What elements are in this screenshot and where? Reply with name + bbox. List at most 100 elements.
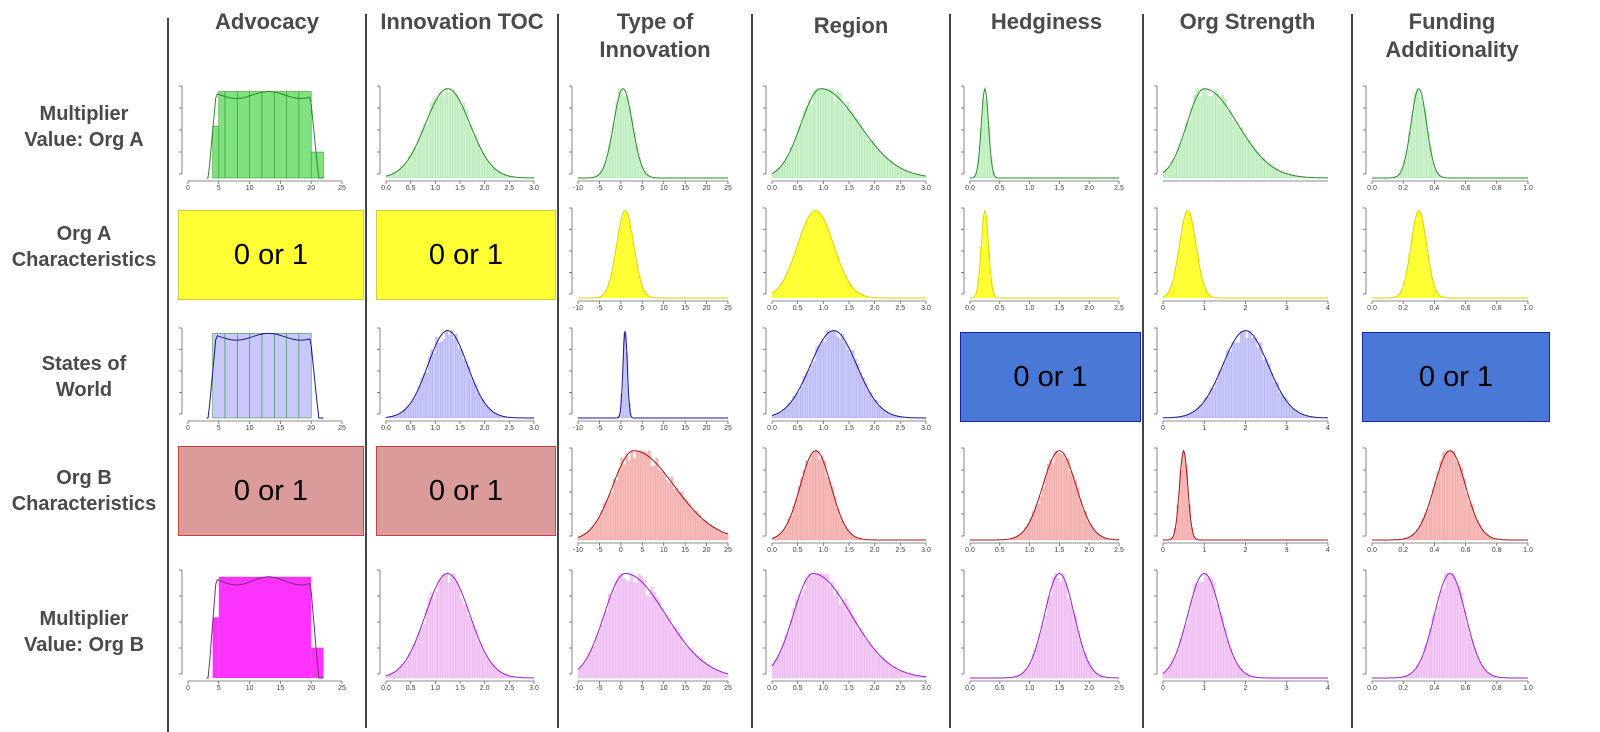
x-tick-label: 1.0 — [818, 547, 828, 554]
histogram-bar — [702, 661, 706, 679]
x-tick-label: 5 — [217, 185, 221, 192]
x-tick-label: 25 — [724, 305, 732, 312]
x-tick-label: 2.5 — [895, 305, 905, 312]
histogram-bar — [856, 292, 860, 298]
histogram-bar — [1176, 149, 1180, 179]
histogram-bar — [797, 392, 801, 419]
histogram-bar — [457, 348, 461, 419]
histogram-bar — [838, 338, 842, 419]
histogram-bar — [1069, 471, 1073, 541]
histogram-bar — [805, 580, 809, 679]
x-tick-label: 0 — [619, 185, 623, 192]
x-tick-label: 0.4 — [1430, 305, 1440, 312]
histogram-bar — [892, 164, 896, 179]
histogram-bar — [1413, 220, 1417, 298]
histogram-bar — [430, 102, 434, 179]
histogram-bar — [982, 215, 986, 298]
x-tick-label: 1.5 — [455, 185, 465, 192]
x-tick-label: 0.0 — [767, 685, 777, 692]
histogram-bar — [437, 343, 441, 419]
histogram-bar — [1209, 578, 1213, 679]
histogram-bar — [1426, 508, 1430, 541]
histogram-bar — [812, 573, 816, 679]
histogram-bar — [807, 370, 811, 419]
column-divider — [365, 14, 367, 728]
histogram-bar — [610, 135, 614, 179]
histogram-bar — [1242, 330, 1246, 419]
histogram-bar — [1209, 96, 1213, 179]
histogram-bar — [854, 618, 857, 679]
histogram-bar — [864, 136, 868, 179]
histogram-bar — [597, 516, 601, 541]
x-tick-label: 20 — [703, 425, 711, 432]
histogram-bar — [1036, 641, 1040, 679]
histogram-bar — [1034, 648, 1038, 679]
x-tick-label: 0.2 — [1398, 685, 1408, 692]
x-tick-label: 20 — [307, 185, 315, 192]
histogram-bar — [1231, 119, 1235, 179]
histogram-bar — [1064, 458, 1068, 541]
histogram-bar — [843, 110, 847, 179]
histogram-bar — [1426, 253, 1430, 298]
histogram-bar — [1176, 650, 1180, 679]
histogram-bar — [1418, 96, 1422, 179]
density-curve — [1162, 209, 1328, 299]
histogram-bar — [1411, 236, 1414, 298]
histogram-bar — [1416, 88, 1420, 179]
histogram-bar — [677, 492, 681, 541]
x-tick-label: 0.5 — [406, 185, 416, 192]
histogram-bar — [415, 393, 419, 419]
histogram-bar — [792, 145, 796, 179]
histogram-bar — [633, 248, 636, 298]
histogram-bar — [405, 407, 409, 419]
histogram-chart: 0.0 0.5 1.0 1.5 2.0 2.5 3.0 — [377, 327, 539, 432]
x-tick-label: 2.0 — [1084, 685, 1094, 692]
histogram-bar — [784, 635, 788, 679]
histogram-bar — [797, 594, 801, 679]
histogram-bar — [720, 672, 724, 679]
x-tick-label: 2.5 — [895, 185, 905, 192]
histogram-bar — [823, 342, 827, 419]
histogram-bar — [1256, 347, 1260, 419]
histogram-bar — [685, 500, 689, 541]
histogram-bar — [662, 472, 666, 541]
histogram-bar — [1462, 478, 1466, 541]
histogram-bar — [665, 614, 669, 679]
x-tick-label: 3 — [1285, 305, 1289, 312]
histogram-bar — [1061, 573, 1065, 679]
x-tick-label: 0.0 — [965, 185, 975, 192]
histogram-bar — [398, 413, 402, 419]
histogram-bar — [1292, 409, 1296, 419]
histogram-bar — [1034, 506, 1038, 541]
histogram-bar — [823, 88, 827, 179]
histogram-bar — [1447, 573, 1451, 679]
histogram-bar — [670, 476, 674, 541]
histogram-bar — [1424, 236, 1427, 298]
histogram-bar — [859, 628, 863, 679]
histogram-bar — [1231, 656, 1235, 679]
histogram-bar — [1223, 97, 1227, 179]
histogram-bar — [1204, 573, 1208, 679]
binary-value-box: 0 or 1 — [376, 210, 556, 300]
histogram-bar — [1437, 294, 1440, 298]
histogram-bar — [454, 580, 458, 679]
histogram-bar — [422, 124, 426, 179]
histogram-bar — [474, 630, 478, 679]
histogram-bar — [692, 510, 696, 541]
histogram-bar — [415, 146, 419, 179]
histogram-bar — [662, 614, 666, 679]
histogram-bar — [432, 97, 436, 179]
histogram-bar — [812, 90, 816, 179]
histogram-bar — [1429, 269, 1432, 298]
histogram-bar — [838, 92, 842, 179]
histogram-bar — [1439, 296, 1443, 298]
histogram-bar — [477, 641, 481, 679]
histogram-bar — [838, 263, 842, 298]
histogram-bar — [1442, 589, 1446, 679]
x-tick-label: -5 — [596, 305, 602, 312]
x-tick-label: -5 — [596, 685, 602, 692]
histogram-bar — [1163, 296, 1166, 298]
histogram-bar — [1195, 88, 1200, 179]
histogram-chart: 0.0 0.5 1.0 1.5 2.0 2.5 3.0 — [763, 447, 931, 554]
density-curve — [1372, 450, 1528, 541]
